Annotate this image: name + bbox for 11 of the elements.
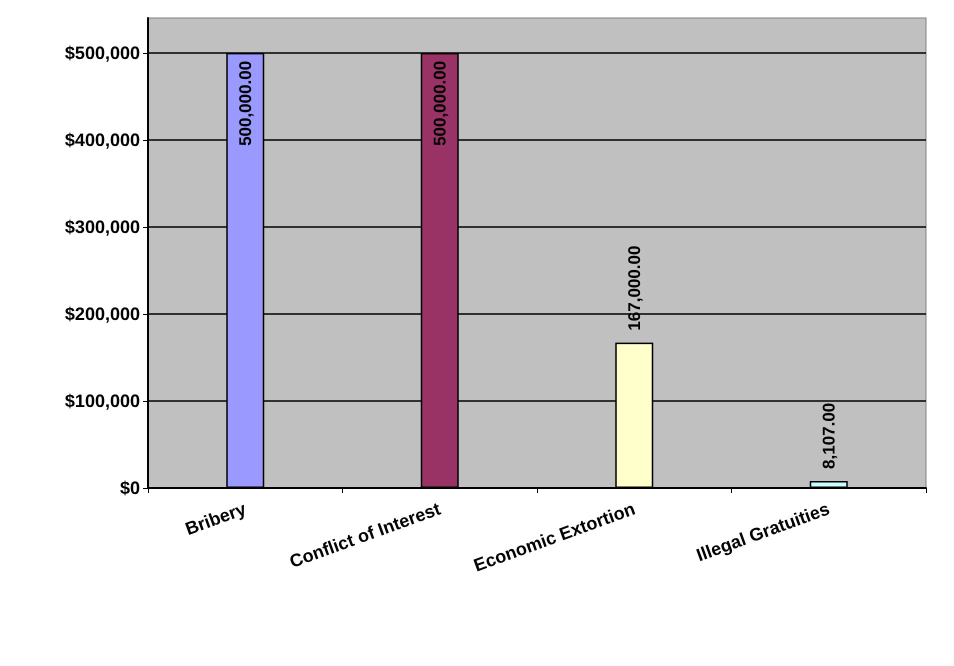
y-tick-label: $100,000 — [64, 390, 140, 411]
y-tick-label: $400,000 — [64, 130, 140, 150]
data-label: 500,000.00 — [430, 60, 450, 146]
y-tick-label: $300,000 — [64, 216, 140, 237]
data-label: 8,107.00 — [819, 402, 838, 469]
y-tick-label: $200,000 — [64, 304, 140, 324]
y-tick-label: $0 — [120, 478, 140, 498]
data-label: 167,000.00 — [624, 246, 644, 331]
y-tick-label: $500,000 — [64, 42, 140, 63]
x-tick-label: Bribery — [182, 498, 249, 539]
data-label: 500,000.00 — [236, 60, 255, 146]
